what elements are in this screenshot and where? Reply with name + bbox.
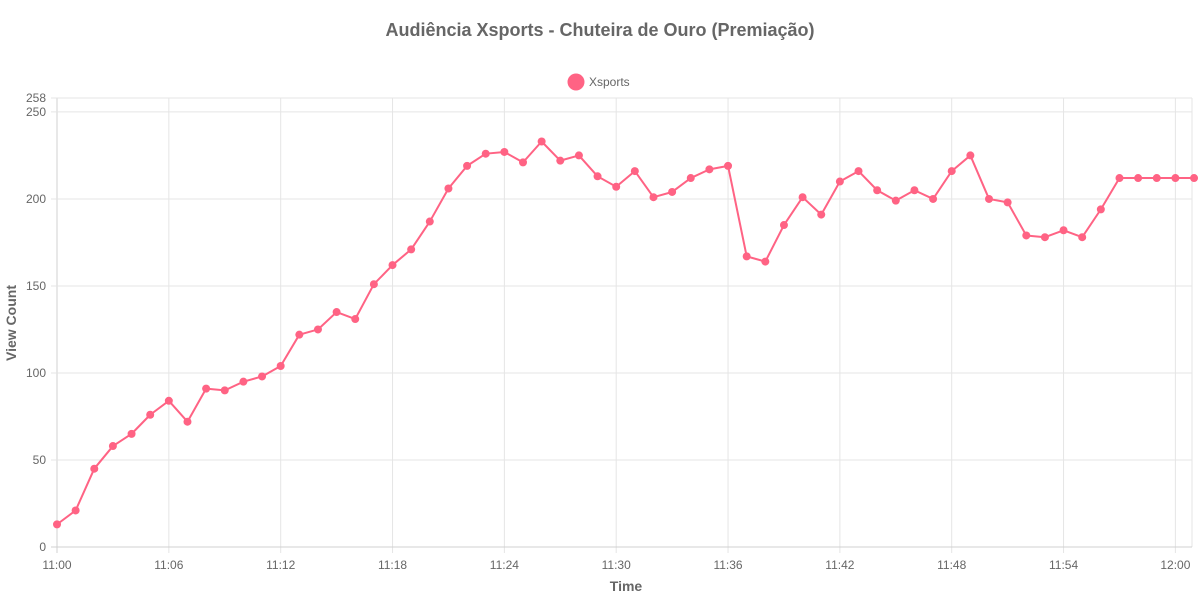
x-tick-label: 11:30 [602,558,631,572]
x-tick-label: 11:06 [154,558,183,572]
series-xsports [53,137,1199,529]
data-point[interactable] [500,147,509,156]
x-tick-label: 11:18 [378,558,407,572]
data-point[interactable] [369,280,378,289]
data-point[interactable] [425,217,434,226]
data-point[interactable] [463,161,472,170]
data-point[interactable] [276,362,285,371]
data-point[interactable] [388,261,397,270]
data-point[interactable] [854,167,863,176]
data-point[interactable] [332,308,341,317]
data-point[interactable] [574,151,583,160]
data-point[interactable] [668,187,677,196]
grid [51,97,1193,553]
y-tick-label: 258 [26,91,46,105]
data-point[interactable] [612,182,621,191]
y-tick-label: 200 [26,192,46,206]
x-axis-ticks: 11:00 11:06 11:12 11:18 11:24 11:30 11:36 11:42… [42,558,1190,572]
x-axis-title: Time [610,578,643,594]
data-point[interactable] [929,194,938,203]
data-point[interactable] [985,194,993,203]
y-tick-label: 0 [39,540,46,554]
x-tick-label: 11:00 [42,558,71,572]
data-point[interactable] [90,464,99,473]
legend[interactable]: Xsports [567,73,630,91]
data-point[interactable] [947,167,956,176]
data-point[interactable] [71,506,80,515]
y-tick-label: 150 [26,279,46,293]
data-point[interactable] [817,210,826,219]
data-point[interactable] [686,174,695,183]
data-point[interactable] [761,257,770,266]
data-point[interactable] [1003,198,1012,207]
data-point[interactable] [1059,226,1068,235]
data-point[interactable] [1078,233,1087,242]
legend-marker[interactable] [567,73,585,91]
data-point[interactable] [873,186,882,195]
x-tick-label: 11:54 [1049,558,1078,572]
data-point[interactable] [537,137,546,146]
x-tick-label: 11:24 [490,558,519,572]
y-tick-label: 250 [26,105,46,119]
data-point[interactable] [127,429,136,438]
data-point[interactable] [1096,205,1105,214]
data-point[interactable] [444,184,453,193]
data-point[interactable] [649,193,658,202]
data-point[interactable] [891,196,900,205]
data-point[interactable] [835,177,844,186]
data-point[interactable] [1040,233,1049,242]
data-point[interactable] [146,410,155,419]
data-point[interactable] [966,151,975,160]
data-point[interactable] [258,372,267,381]
data-point[interactable] [481,149,490,158]
data-point[interactable] [556,156,565,165]
data-point[interactable] [519,158,527,167]
data-point[interactable] [779,221,788,230]
data-point[interactable] [108,442,117,451]
data-point[interactable] [742,252,751,261]
data-point[interactable] [53,520,61,529]
data-point[interactable] [202,384,211,393]
data-point[interactable] [239,377,248,386]
data-point[interactable] [220,386,229,395]
chart-title: Audiência Xsports - Chuteira de Ouro (Pr… [385,20,814,40]
x-tick-label: 11:42 [825,558,854,572]
data-point[interactable] [1190,174,1199,183]
legend-label-xsports[interactable]: Xsports [589,75,630,89]
data-point[interactable] [183,417,192,426]
data-point[interactable] [1171,174,1180,183]
data-point[interactable] [1115,174,1124,183]
data-point[interactable] [407,245,416,254]
y-tick-label: 50 [33,453,47,467]
x-tick-label: 12:00 [1160,558,1190,572]
data-point[interactable] [351,315,360,324]
x-tick-label: 11:12 [266,558,295,572]
y-tick-label: 100 [26,366,46,380]
data-point[interactable] [593,172,602,181]
data-point[interactable] [313,325,322,334]
data-point[interactable] [798,193,807,202]
x-tick-label: 11:36 [713,558,742,572]
data-point[interactable] [724,161,733,170]
data-point[interactable] [630,167,639,176]
data-point[interactable] [1152,174,1161,183]
y-axis-title: View Count [3,285,19,361]
data-point[interactable] [295,330,304,339]
data-point[interactable] [910,186,919,195]
data-point[interactable] [1134,174,1143,183]
data-point[interactable] [705,165,714,174]
x-tick-label: 11:48 [937,558,966,572]
data-point[interactable] [1022,231,1031,240]
data-point[interactable] [164,396,173,405]
